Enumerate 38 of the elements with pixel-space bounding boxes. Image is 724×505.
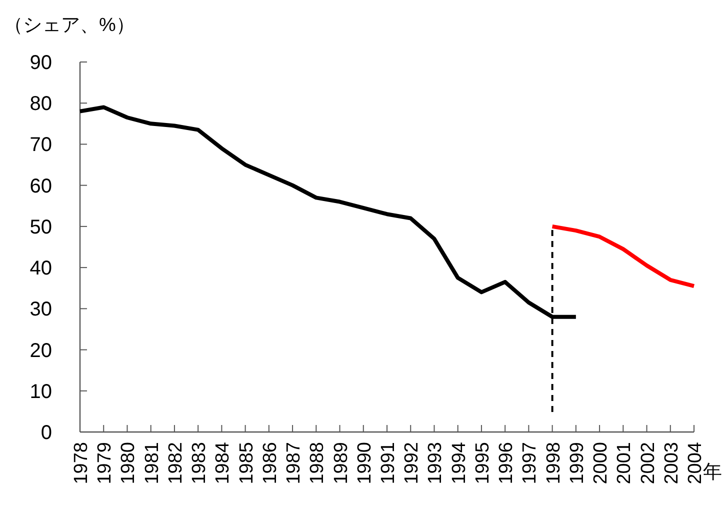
x-tick-label: 1989 [330,442,352,484]
x-tick-label: 2001 [614,442,636,484]
y-tick-label: 0 [40,422,52,444]
x-tick-label: 1996 [496,442,518,484]
x-tick-label: 2002 [638,442,659,484]
y-tick-label: 50 [30,216,52,238]
x-tick-label: 1984 [212,442,234,484]
x-tick-label: 1995 [472,442,494,484]
x-tick-label: 1994 [448,442,470,484]
x-tick-label: 1990 [354,442,376,484]
x-tick-label: 1985 [236,442,258,484]
y-tick-label: 70 [30,134,52,156]
y-tick-label: 40 [30,258,52,280]
y-tick-label: 30 [30,298,52,321]
x-tick-label: 1993 [425,442,446,484]
x-tick-label: 1992 [402,442,423,484]
x-tick-label: 1999 [566,442,588,484]
x-tick-label: 2003 [661,442,682,484]
x-tick-label: 1980 [118,442,140,484]
y-tick-label: 90 [30,52,52,74]
x-tick-label: 2000 [590,442,612,484]
x-tick-label: 1982 [165,442,186,484]
x-tick-label: 1988 [307,442,328,484]
x-tick-label: 1978 [71,442,92,484]
line-series [550,224,696,288]
x-tick-label: 1987 [284,442,305,484]
x-tick-label: 1997 [520,442,541,484]
x-tick-label: 1981 [142,442,163,484]
y-tick-label: 80 [30,93,52,116]
x-tick-label: 1979 [94,442,116,484]
y-tick-label: 20 [30,340,52,362]
y-tick-label: 10 [30,380,52,403]
x-tick-label: 1991 [378,442,399,484]
x-tick-label: 1986 [260,442,281,484]
y-tick-label: 60 [30,175,52,198]
y-axis-title: （シェア、%） [4,15,135,36]
x-tick-label: 1998 [543,442,564,484]
x-tick-label: 1983 [189,442,210,484]
